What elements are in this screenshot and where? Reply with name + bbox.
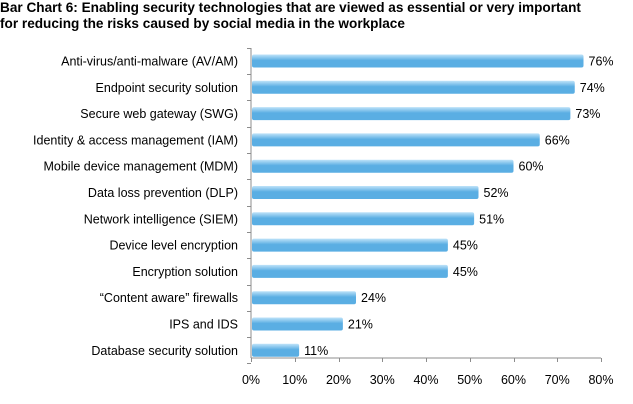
bar [252,264,448,278]
category-label: Anti-virus/anti-malware (AV/AM) [61,55,238,69]
category-label: Endpoint security solution [96,81,238,95]
data-label: 74% [580,81,605,95]
category-label: Encryption solution [132,265,238,279]
bar [252,291,356,305]
data-label: 51% [479,212,504,226]
bar [252,212,475,226]
labels: 0% 10% 20% 30% 40% 50% 60% 70% 80% Anti-virus/ant… [33,55,613,388]
x-tick-label: 30% [370,373,395,387]
x-tick-label: 40% [413,373,438,387]
bar [252,186,479,199]
bar [252,159,514,173]
bar [252,317,343,331]
x-tick-label: 60% [501,373,526,387]
data-label: 45% [453,239,478,253]
x-tick-label: 80% [588,373,613,387]
x-tick-label: 70% [545,373,570,387]
category-label: IPS and IDS [169,318,238,332]
bar [252,133,540,147]
category-label: Secure web gateway (SWG) [80,107,238,121]
bar [252,343,300,357]
category-label: Database security solution [91,344,238,358]
category-label: Network intelligence (SIEM) [84,212,238,226]
category-label: Data loss prevention (DLP) [88,186,238,200]
bar [252,54,584,68]
bars [252,54,584,357]
category-label: Device level encryption [109,239,238,253]
data-label: 52% [484,186,509,200]
data-label: 45% [453,265,478,279]
x-tick-label: 50% [457,373,482,387]
bar [252,238,448,252]
category-label: Identity & access management (IAM) [33,133,238,147]
category-label: Mobile device management (MDM) [43,160,238,174]
data-label: 60% [519,160,544,174]
data-label: 24% [361,291,386,305]
data-label: 76% [589,55,614,69]
x-tick-label: 20% [326,373,351,387]
data-label: 11% [304,344,328,358]
bar [252,107,571,121]
data-label: 21% [348,318,373,332]
x-tick-label: 10% [282,373,307,387]
chart-title: Bar Chart 6: Enabling security technolog… [0,0,581,31]
x-tick-label: 0% [242,373,260,387]
axes [247,48,602,364]
category-label: “Content aware” firewalls [100,291,238,305]
bar [252,80,575,94]
data-label: 66% [545,133,570,147]
data-label: 73% [575,107,600,121]
